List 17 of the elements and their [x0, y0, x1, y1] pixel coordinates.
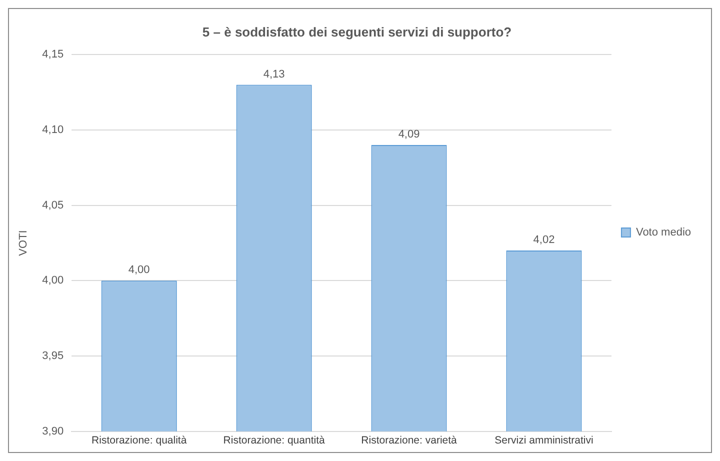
- x-tick-label: Ristorazione: qualità: [92, 434, 187, 447]
- y-axis-title: VOTI: [18, 230, 30, 256]
- y-tick-label: 4,05: [42, 199, 64, 212]
- x-tick-label: Servizi amministrativi: [494, 434, 594, 447]
- data-label: 4,02: [533, 234, 555, 246]
- x-tick-label: Ristorazione: quantità: [223, 434, 325, 447]
- chart-title: 5 – è soddisfatto dei seguenti servizi di supporto?: [202, 24, 512, 40]
- legend-label: Voto medio: [636, 226, 692, 239]
- y-tick-label: 4,10: [42, 124, 64, 136]
- y-tick-label: 3,90: [42, 425, 64, 438]
- y-tick-label: 4,15: [42, 48, 64, 61]
- data-label: 4,13: [263, 68, 285, 80]
- data-label: 4,09: [398, 128, 420, 141]
- y-tick-label: 3,95: [42, 350, 64, 362]
- data-label: 4,00: [128, 264, 150, 276]
- y-tick-label: 4,00: [42, 274, 64, 287]
- x-tick-label: Ristorazione: varietà: [361, 434, 458, 447]
